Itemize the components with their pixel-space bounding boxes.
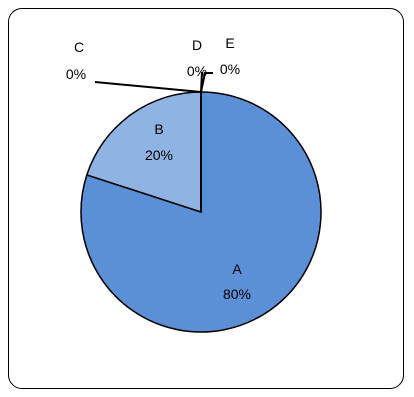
category-label-a: A [232, 261, 242, 277]
category-label-d: D [192, 37, 202, 53]
pie-slices [80, 91, 322, 333]
leader-line-c [94, 81, 202, 93]
category-label-b: B [154, 121, 163, 137]
category-label-c: C [74, 39, 84, 55]
category-label-e: E [225, 35, 234, 51]
percent-label-d: 0% [187, 63, 207, 79]
percent-label-e: 0% [220, 61, 240, 77]
leader-line-e [200, 72, 213, 93]
percent-label-b: 20% [145, 147, 173, 163]
pie-slice-b [85, 91, 202, 214]
percent-label-a: 80% [223, 286, 251, 302]
leader-lines [94, 71, 213, 93]
percent-label-c: 0% [66, 66, 86, 82]
